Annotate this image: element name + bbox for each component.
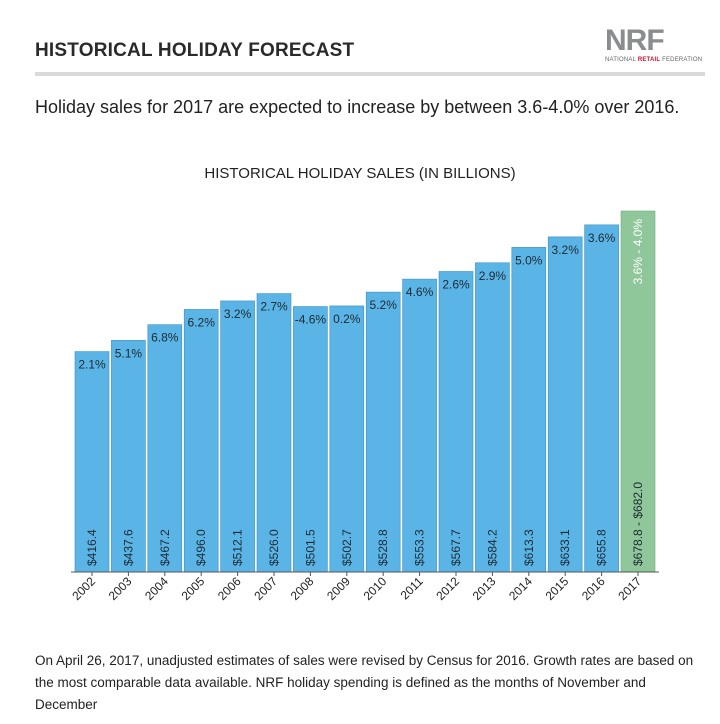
sales-bar-chart: $416.4 2.1% 2002 $437.6 5.1% 2003 $467.2 6.8% 20… xyxy=(69,210,659,603)
chart-title: HISTORICAL HOLIDAY SALES (IN BILLIONS) xyxy=(204,165,516,182)
x-tick-label: 2014 xyxy=(506,574,535,603)
x-tick-label: 2011 xyxy=(398,574,426,602)
bar-value-label: $467.2 xyxy=(158,529,172,566)
x-tick-label: 2004 xyxy=(142,574,171,603)
nrf-logo: NRF NATIONAL RETAIL FEDERATION xyxy=(605,24,703,66)
bar-2014 xyxy=(511,247,547,573)
bar-2012 xyxy=(438,271,474,573)
growth-label: 2.7% xyxy=(260,300,288,314)
page-title: HISTORICAL HOLIDAY FORECAST xyxy=(35,40,355,61)
header-divider xyxy=(35,72,705,76)
x-tick-label: 2003 xyxy=(106,574,135,603)
x-tick-label: 2009 xyxy=(324,574,353,603)
bar-value-label: $528.8 xyxy=(376,529,390,566)
x-tick-label: 2007 xyxy=(251,574,280,603)
x-tick-label: 2017 xyxy=(615,574,644,603)
subtitle: Holiday sales for 2017 are expected to i… xyxy=(35,97,680,117)
bar-value-label: $678.8 - $682.0 xyxy=(631,482,645,566)
growth-label: -4.6% xyxy=(295,313,327,327)
bar-2015 xyxy=(547,236,583,573)
bar-value-label: $416.4 xyxy=(85,529,99,566)
growth-label: 2.1% xyxy=(78,358,106,372)
bar-2008 xyxy=(293,306,328,573)
bar-value-label: $613.3 xyxy=(522,529,536,566)
growth-label: 3.2% xyxy=(224,307,252,321)
x-tick-label: 2013 xyxy=(470,574,499,603)
bar-2017 xyxy=(620,210,656,573)
bar-value-label: $501.5 xyxy=(303,529,317,566)
bar-value-label: $655.8 xyxy=(595,529,609,566)
bar-value-label: $512.1 xyxy=(231,529,245,566)
bar-value-label: $502.7 xyxy=(340,529,354,566)
growth-label: 5.1% xyxy=(115,346,143,360)
growth-label: 5.0% xyxy=(515,253,543,267)
x-tick-label: 2016 xyxy=(579,574,608,603)
bar-value-label: $437.6 xyxy=(121,529,135,566)
bar-2003 xyxy=(111,340,146,573)
bar-2006 xyxy=(220,300,255,573)
bar-2007 xyxy=(256,293,292,573)
bar-2010 xyxy=(365,291,401,573)
nrf-logo-sub: NATIONAL RETAIL FEDERATION xyxy=(605,57,703,63)
bar-2016 xyxy=(584,224,619,573)
growth-label: 3.6% xyxy=(588,231,616,245)
bar-2013 xyxy=(475,262,510,573)
growth-label: 6.2% xyxy=(188,315,216,329)
x-tick-label: 2008 xyxy=(288,574,317,603)
x-tick-label: 2010 xyxy=(361,574,390,603)
bar-value-label: $633.1 xyxy=(558,529,572,566)
growth-label: 4.6% xyxy=(406,285,434,299)
bar-value-label: $584.2 xyxy=(485,529,499,566)
bar-value-label: $567.7 xyxy=(449,529,463,566)
x-tick-label: 2015 xyxy=(543,574,572,603)
footnote: On April 26, 2017, unadjusted estimates … xyxy=(35,653,694,712)
growth-label: 2.9% xyxy=(479,269,507,283)
bar-value-label: $553.3 xyxy=(413,529,427,566)
growth-label: 3.2% xyxy=(552,243,580,257)
bar-value-label: $496.0 xyxy=(194,529,208,566)
bar-2005 xyxy=(183,309,219,573)
bar-2009 xyxy=(329,305,365,573)
growth-label: 6.8% xyxy=(151,331,179,345)
x-tick-label: 2005 xyxy=(179,574,208,603)
x-tick-label: 2002 xyxy=(69,574,98,603)
bar-2004 xyxy=(147,324,183,573)
x-tick-label: 2006 xyxy=(215,574,244,603)
x-tick-label: 2012 xyxy=(433,574,462,603)
growth-label: 2.6% xyxy=(442,278,470,292)
bar-2011 xyxy=(402,278,437,573)
nrf-logo-mark: NRF xyxy=(605,24,665,57)
bar-value-label: $526.0 xyxy=(267,529,281,566)
growth-label: 5.2% xyxy=(370,298,398,312)
growth-label: 3.6% - 4.0% xyxy=(631,219,645,285)
growth-label: 0.2% xyxy=(333,312,361,326)
